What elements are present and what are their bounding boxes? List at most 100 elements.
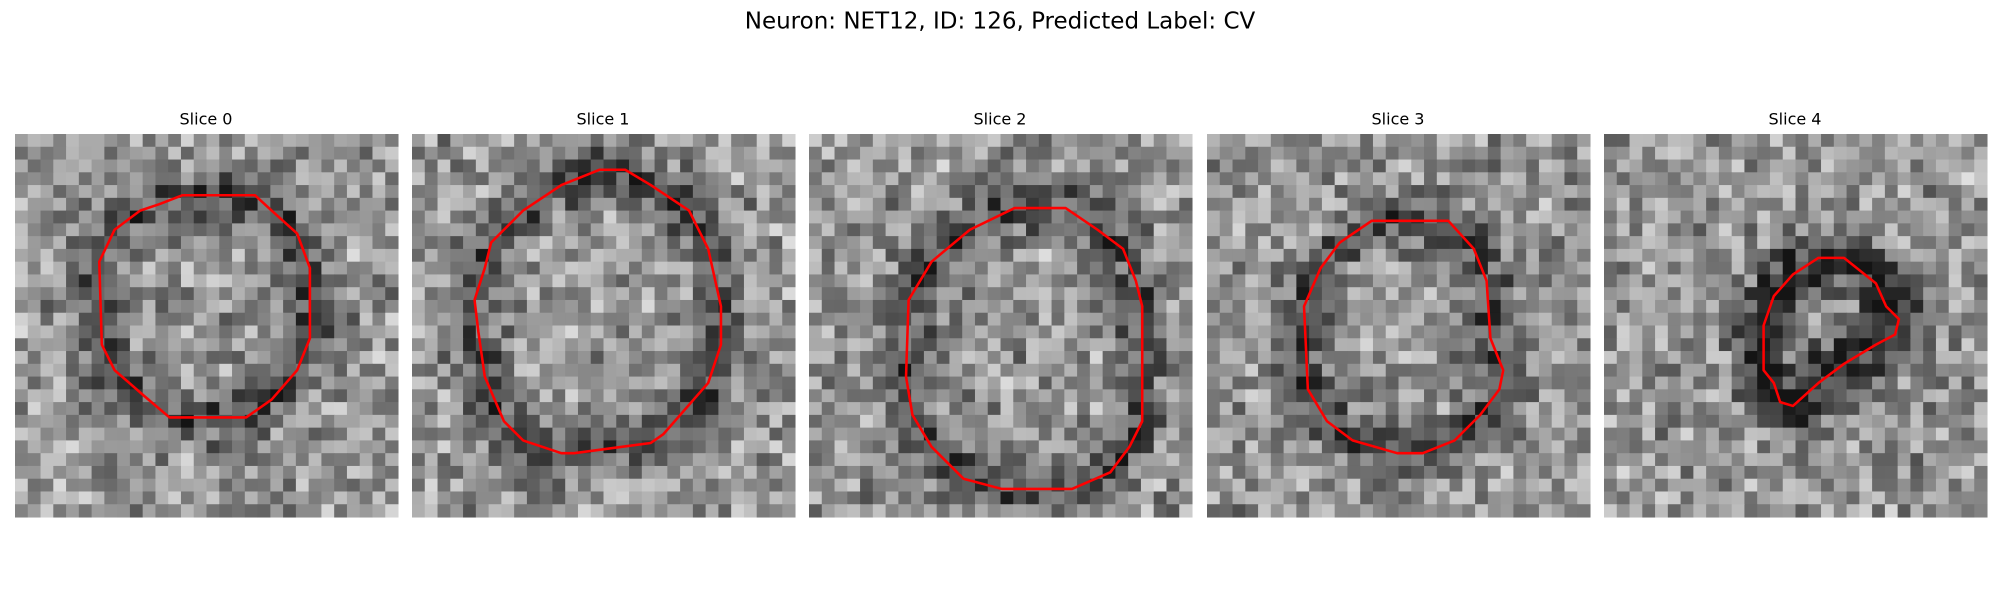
image-pixel (1347, 248, 1361, 263)
image-pixel (1013, 402, 1027, 416)
image-pixel (949, 414, 963, 429)
image-pixel (821, 325, 836, 339)
image-pixel (756, 172, 770, 186)
image-pixel (450, 146, 464, 161)
image-pixel (1102, 338, 1116, 352)
image-pixel (1808, 465, 1822, 480)
image-pixel (1166, 299, 1180, 314)
image-pixel (692, 325, 707, 339)
image-pixel (1718, 236, 1733, 250)
image-pixel (334, 491, 348, 505)
image-pixel (168, 146, 182, 161)
image-pixel (1219, 223, 1234, 237)
image-pixel (206, 465, 220, 480)
image-pixel (1538, 274, 1553, 288)
image-pixel (1693, 312, 1707, 327)
image-pixel (1064, 453, 1078, 467)
image-pixel (1089, 504, 1104, 518)
image-pixel (1089, 274, 1104, 288)
image-pixel (1140, 236, 1155, 250)
image-pixel (1089, 261, 1104, 275)
image-pixel (526, 338, 541, 352)
image-pixel (1140, 325, 1155, 339)
image-pixel (1462, 338, 1476, 352)
image-pixel (15, 338, 29, 352)
image-pixel (987, 376, 1002, 390)
image-pixel (295, 325, 310, 339)
image-pixel (1385, 478, 1400, 492)
image-pixel (949, 210, 963, 224)
image-pixel (66, 440, 80, 454)
image-pixel (1038, 402, 1053, 416)
image-pixel (168, 465, 182, 480)
image-pixel (705, 504, 719, 518)
image-pixel (257, 210, 271, 224)
image-pixel (1334, 248, 1348, 263)
image-pixel (1910, 197, 1924, 212)
image-pixel (860, 504, 874, 518)
image-pixel (1140, 465, 1155, 480)
image-pixel (488, 210, 502, 224)
image-pixel (565, 146, 579, 161)
image-pixel (743, 478, 758, 492)
image-pixel (962, 389, 976, 403)
image-pixel (129, 338, 144, 352)
image-panel (1207, 134, 1591, 518)
image-pixel (834, 287, 848, 301)
image-pixel (66, 363, 80, 378)
image-pixel (769, 402, 783, 416)
image-pixel (514, 210, 528, 224)
image-pixel (1808, 134, 1822, 148)
image-pixel (718, 185, 732, 199)
image-pixel (385, 491, 399, 505)
image-pixel (949, 261, 963, 275)
image-pixel (809, 389, 823, 403)
image-pixel (1000, 274, 1014, 288)
image-pixel (1974, 261, 1988, 275)
image-pixel (1051, 185, 1065, 199)
image-pixel (885, 185, 899, 199)
image-pixel (1102, 453, 1116, 467)
image-pixel (15, 236, 29, 250)
image-pixel (1487, 248, 1502, 263)
image-pixel (1385, 299, 1400, 314)
image-pixel (40, 453, 54, 467)
image-pixel (565, 440, 579, 454)
image-pixel (142, 146, 156, 161)
image-pixel (142, 185, 156, 199)
image-pixel (1398, 287, 1412, 301)
image-pixel (1551, 427, 1565, 441)
image-pixel (1538, 402, 1553, 416)
image-pixel (1153, 287, 1167, 301)
image-pixel (514, 159, 528, 173)
image-pixel (603, 478, 617, 492)
image-pixel (1321, 351, 1336, 365)
image-pixel (1974, 376, 1988, 390)
image-pixel (321, 427, 335, 441)
image-pixel (180, 465, 195, 480)
image-pixel (1207, 172, 1221, 186)
image-pixel (1128, 185, 1142, 199)
image-pixel (40, 312, 54, 327)
image-pixel (718, 440, 732, 454)
image-pixel (308, 172, 322, 186)
image-pixel (1795, 363, 1809, 378)
image-pixel (1372, 185, 1387, 199)
image-pixel (257, 363, 271, 378)
image-pixel (949, 312, 963, 327)
image-pixel (232, 338, 246, 352)
image-pixel (1462, 376, 1476, 390)
image-pixel (821, 363, 836, 378)
image-pixel (1449, 325, 1463, 339)
image-pixel (1179, 261, 1193, 275)
image-pixel (1140, 376, 1155, 390)
image-pixel (91, 427, 105, 441)
image-pixel (424, 210, 439, 224)
image-pixel (1718, 312, 1733, 327)
image-pixel (232, 172, 246, 186)
image-pixel (1718, 440, 1733, 454)
image-pixel (1551, 491, 1565, 505)
image-pixel (514, 299, 528, 314)
image-pixel (78, 402, 93, 416)
image-pixel (475, 465, 490, 480)
